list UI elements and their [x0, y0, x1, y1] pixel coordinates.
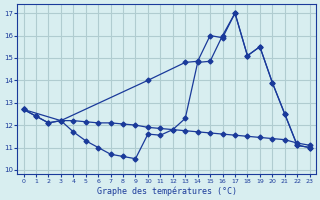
X-axis label: Graphe des températures (°C): Graphe des températures (°C): [97, 186, 236, 196]
